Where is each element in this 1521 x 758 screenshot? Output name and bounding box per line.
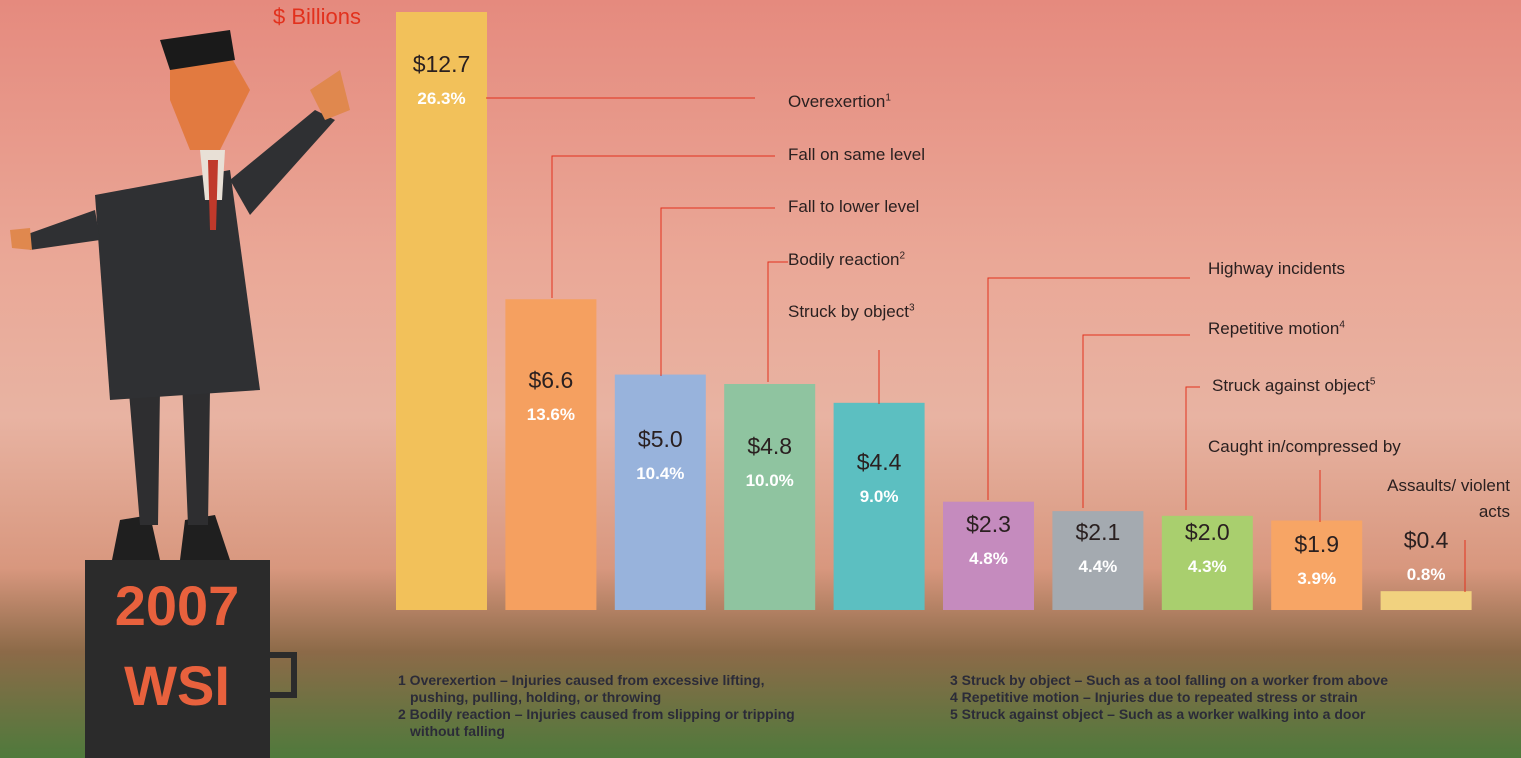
badge-year: 2007 [115,574,240,637]
footnote-line: 1 Overexertion – Injuries caused from ex… [398,672,795,689]
category-name: Fall to lower level [788,197,919,216]
illustration [10,30,350,758]
leader-line [661,208,775,376]
footnote-line: 3 Struck by object – Such as a tool fall… [950,672,1388,689]
footnotes: 3 Struck by object – Such as a tool fall… [950,672,1388,723]
percent-label: 10.0% [746,471,794,490]
leader-line [988,278,1190,500]
category-name: Highway incidents [1208,259,1345,278]
footnote-line: 5 Struck against object – Such as a work… [950,706,1388,723]
bar [724,384,815,610]
category-name: Fall on same level [788,145,925,164]
value-label: $4.8 [747,433,792,459]
category-label: Fall to lower level [788,197,919,217]
percent-label: 10.4% [636,464,684,483]
percent-label: 0.8% [1407,565,1446,584]
category-label: Caught in/compressed by [1208,437,1401,457]
category-name: Struck against object [1212,376,1370,395]
footnote-line: 2 Bodily reaction – Injuries caused from… [398,706,795,723]
footnote-line: without falling [398,723,795,740]
footnote-marker: 4 [1339,319,1345,330]
category-label: Overexertion1 [788,92,891,112]
footnote-marker: 1 [885,92,891,103]
value-label: $4.4 [857,449,902,475]
value-label: $6.6 [529,367,574,393]
category-label: Bodily reaction2 [788,250,905,270]
bar [615,375,706,610]
category-name: Bodily reaction [788,250,900,269]
percent-label: 4.8% [969,549,1008,568]
category-name: Repetitive motion [1208,319,1339,338]
bar [834,403,925,610]
category-label: Assaults/ violent acts [1380,473,1510,525]
value-label: $1.9 [1294,531,1339,557]
footnote-marker: 5 [1370,376,1376,387]
category-label: Struck by object3 [788,302,915,322]
percent-label: 3.9% [1297,569,1336,588]
value-label: $2.1 [1076,519,1121,545]
category-name: Assaults/ violent acts [1387,476,1510,521]
bar [505,299,596,610]
category-label: Highway incidents [1208,259,1345,279]
bar [1381,591,1472,610]
category-label: Struck against object5 [1212,376,1375,396]
y-axis-label: $ Billions [273,4,361,29]
footnote-line: pushing, pulling, holding, or throwing [398,689,795,706]
category-label: Repetitive motion4 [1208,319,1345,339]
category-name: Caught in/compressed by [1208,437,1401,456]
footnote-line: 4 Repetitive motion – Injuries due to re… [950,689,1388,706]
leader-line [1083,335,1190,508]
value-label: $12.7 [413,51,471,77]
leader-line [552,156,775,298]
badge-text: WSI [124,654,230,717]
infographic: $ Billions 2007 WSI $12.7 26.3% $6.6 13.6% $… [0,0,1521,758]
value-label: $0.4 [1404,527,1449,553]
percent-label: 4.4% [1079,557,1118,576]
percent-label: 4.3% [1188,557,1227,576]
footnotes: 1 Overexertion – Injuries caused from ex… [398,672,795,740]
leader-line [768,262,788,382]
footnote-marker: 3 [909,302,915,313]
leader-line [1186,387,1200,510]
percent-label: 13.6% [527,405,575,424]
value-label: $2.3 [966,511,1011,537]
footnote-marker: 2 [900,250,906,261]
percent-label: 9.0% [860,487,899,506]
percent-label: 26.3% [417,89,465,108]
category-name: Struck by object [788,302,909,321]
category-name: Overexertion [788,92,885,111]
value-label: $2.0 [1185,519,1230,545]
value-label: $5.0 [638,426,683,452]
category-label: Fall on same level [788,145,925,165]
